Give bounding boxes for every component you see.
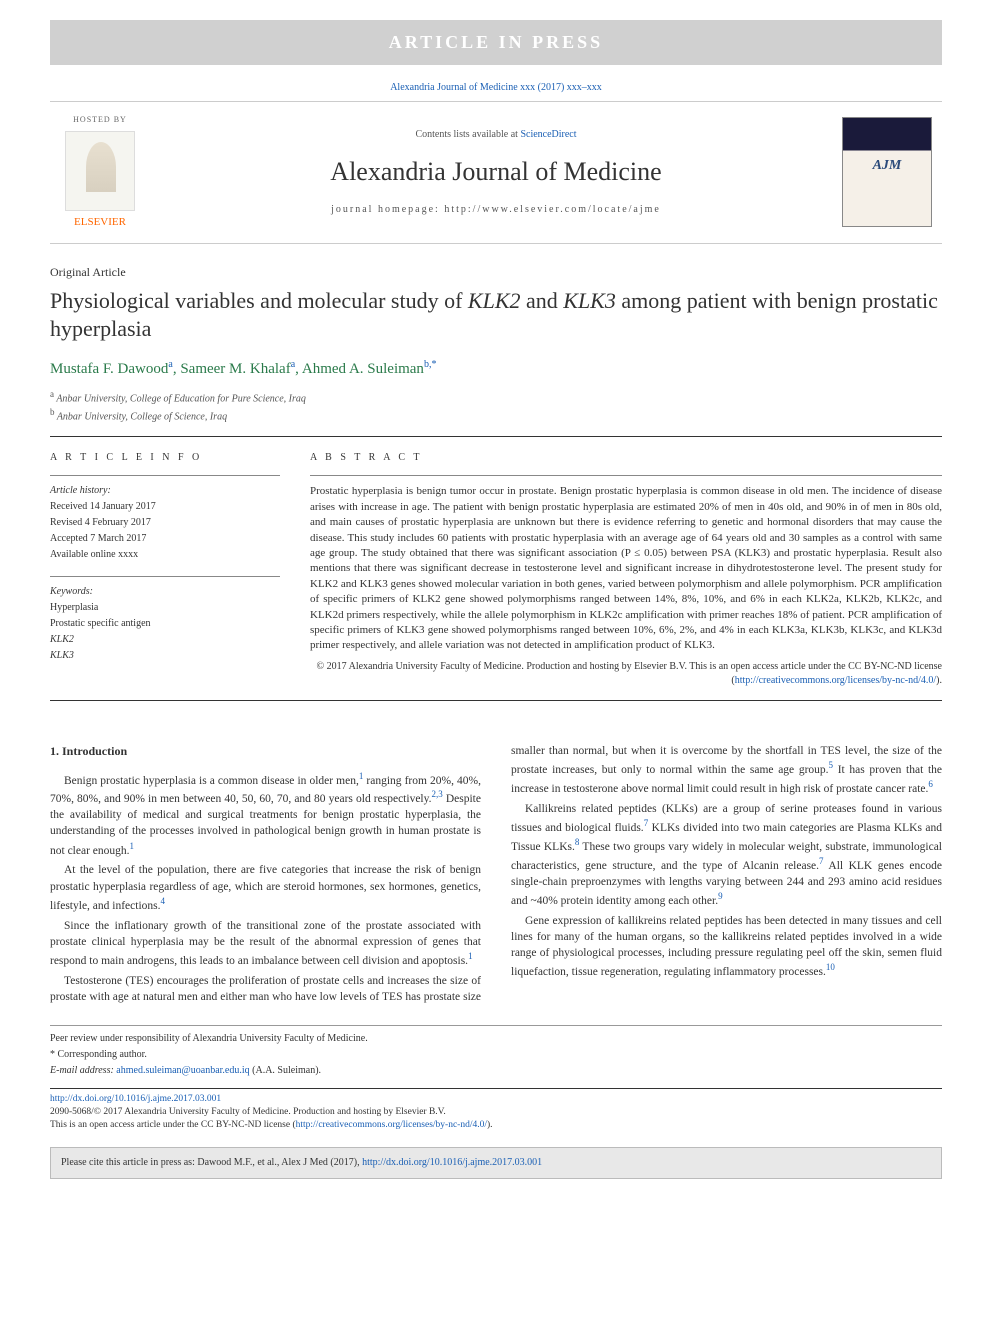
cover-col [842, 117, 942, 227]
author-2-aff: a [291, 359, 295, 370]
abstract-copyright: © 2017 Alexandria University Faculty of … [310, 660, 942, 688]
author-2: Sameer M. Khalaf [180, 361, 290, 377]
elsevier-tree-icon [65, 131, 135, 211]
ref-4[interactable]: 4 [161, 896, 166, 906]
citation-top: Alexandria Journal of Medicine xxx (2017… [50, 75, 942, 102]
p1a: Benign prostatic hyperplasia is a common… [64, 774, 359, 786]
homepage-prefix: journal homepage: [331, 204, 444, 215]
keyword-1: Hyperplasia [50, 601, 280, 615]
doi-block: http://dx.doi.org/10.1016/j.ajme.2017.03… [50, 1088, 942, 1133]
article-title: Physiological variables and molecular st… [50, 287, 942, 344]
cite-text: Please cite this article in press as: Da… [61, 1157, 362, 1168]
para-6: Gene expression of kallikreins related p… [511, 913, 942, 980]
doi-link[interactable]: http://dx.doi.org/10.1016/j.ajme.2017.03… [50, 1094, 221, 1104]
abstract-col: A B S T R A C T Prostatic hyperplasia is… [310, 451, 942, 687]
affiliation-a: Anbar University, College of Education f… [56, 393, 306, 404]
elsevier-label: ELSEVIER [50, 215, 150, 230]
para-3: Since the inflationary growth of the tra… [50, 918, 481, 969]
keywords-block: Keywords: Hyperplasia Prostatic specific… [50, 585, 280, 663]
p2: At the level of the population, there ar… [50, 864, 481, 911]
article-info-head: A R T I C L E I N F O [50, 451, 280, 465]
keywords-label: Keywords: [50, 585, 280, 599]
title-text: Physiological variables and molecular st… [50, 288, 468, 313]
ref-1c[interactable]: 1 [468, 951, 473, 961]
separator [50, 436, 942, 437]
journal-header: HOSTED BY ELSEVIER Contents lists availa… [50, 102, 942, 244]
keyword-2: Prostatic specific antigen [50, 617, 280, 631]
para-2: At the level of the population, there ar… [50, 862, 481, 913]
history-revised: Revised 4 February 2017 [50, 516, 280, 530]
homepage-url[interactable]: http://www.elsevier.com/locate/ajme [444, 204, 661, 215]
author-3: Ahmed A. Suleiman [302, 361, 424, 377]
affiliation-b: Anbar University, College of Science, Ir… [57, 411, 227, 422]
peer-review-note: Peer review under responsibility of Alex… [50, 1032, 942, 1046]
issn-copyright: 2090-5068/© 2017 Alexandria University F… [50, 1106, 942, 1119]
ref-1b[interactable]: 1 [130, 841, 135, 851]
author-1: Mustafa F. Dawood [50, 361, 168, 377]
contents-line: Contents lists available at ScienceDirec… [150, 128, 842, 142]
article-body: 1. Introduction Benign prostatic hyperpl… [50, 713, 942, 1005]
authors-line: Mustafa F. Dawooda, Sameer M. Khalafa, A… [50, 358, 942, 380]
author-1-aff: a [168, 359, 172, 370]
journal-title-col: Contents lists available at ScienceDirec… [150, 128, 842, 216]
title-mid: and [521, 288, 564, 313]
article-front-matter: Original Article Physiological variables… [50, 244, 942, 701]
cite-footer: Please cite this article in press as: Da… [50, 1147, 942, 1179]
email-post: (A.A. Suleiman). [250, 1065, 321, 1076]
p3: Since the inflationary growth of the tra… [50, 920, 481, 967]
license-pre: This is an open access article under the… [50, 1120, 296, 1130]
history-label: Article history: [50, 484, 280, 498]
history-online: Available online xxxx [50, 548, 280, 562]
section-1-heading: 1. Introduction [50, 743, 481, 760]
affiliations: a Anbar University, College of Education… [50, 388, 942, 425]
corresponding-footer: Peer review under responsibility of Alex… [50, 1025, 942, 1078]
ref-9[interactable]: 9 [718, 891, 723, 901]
email-label: E-mail address: [50, 1065, 116, 1076]
ref-6[interactable]: 6 [928, 779, 933, 789]
journal-cover-thumbnail [842, 117, 932, 227]
article-type: Original Article [50, 264, 942, 281]
separator-2 [50, 700, 942, 701]
p6: Gene expression of kallikreins related p… [511, 915, 942, 978]
para-5: Kallikreins related peptides (KLKs) are … [511, 801, 942, 909]
email-line: E-mail address: ahmed.suleiman@uoanbar.e… [50, 1064, 942, 1078]
cc-license-link[interactable]: http://creativecommons.org/licenses/by-n… [735, 675, 936, 686]
hosted-by-col: HOSTED BY ELSEVIER [50, 114, 150, 231]
para-1: Benign prostatic hyperplasia is a common… [50, 770, 481, 859]
abstract-rule [310, 475, 942, 476]
license-post: ). [487, 1120, 493, 1130]
article-info-col: A R T I C L E I N F O Article history: R… [50, 451, 280, 687]
history-accepted: Accepted 7 March 2017 [50, 532, 280, 546]
article-in-press-banner: ARTICLE IN PRESS [50, 20, 942, 65]
ref-10[interactable]: 10 [826, 962, 835, 972]
info-rule [50, 475, 280, 476]
history-received: Received 14 January 2017 [50, 500, 280, 514]
abstract-text: Prostatic hyperplasia is benign tumor oc… [310, 484, 942, 653]
cite-doi-link[interactable]: http://dx.doi.org/10.1016/j.ajme.2017.03… [362, 1157, 542, 1168]
abstract-head: A B S T R A C T [310, 451, 942, 465]
sciencedirect-link[interactable]: ScienceDirect [520, 129, 576, 140]
ref-23[interactable]: 2,3 [432, 789, 443, 799]
history-block: Article history: Received 14 January 201… [50, 484, 280, 562]
author-3-aff: b,* [424, 359, 437, 370]
keyword-3: KLK2 [50, 633, 280, 647]
license-line: This is an open access article under the… [50, 1119, 942, 1132]
info-rule-2 [50, 576, 280, 577]
title-gene1: KLK2 [468, 288, 521, 313]
hosted-by-label: HOSTED BY [50, 114, 150, 125]
copyright-close: ). [936, 675, 942, 686]
journal-name: Alexandria Journal of Medicine [150, 154, 842, 190]
info-abstract-row: A R T I C L E I N F O Article history: R… [50, 451, 942, 687]
homepage-line: journal homepage: http://www.elsevier.co… [150, 203, 842, 217]
email-link[interactable]: ahmed.suleiman@uoanbar.edu.iq [116, 1065, 249, 1076]
title-gene2: KLK3 [563, 288, 616, 313]
corresponding-author: * Corresponding author. [50, 1048, 942, 1062]
license-link[interactable]: http://creativecommons.org/licenses/by-n… [296, 1120, 487, 1130]
contents-prefix: Contents lists available at [415, 129, 520, 140]
keyword-4: KLK3 [50, 649, 280, 663]
